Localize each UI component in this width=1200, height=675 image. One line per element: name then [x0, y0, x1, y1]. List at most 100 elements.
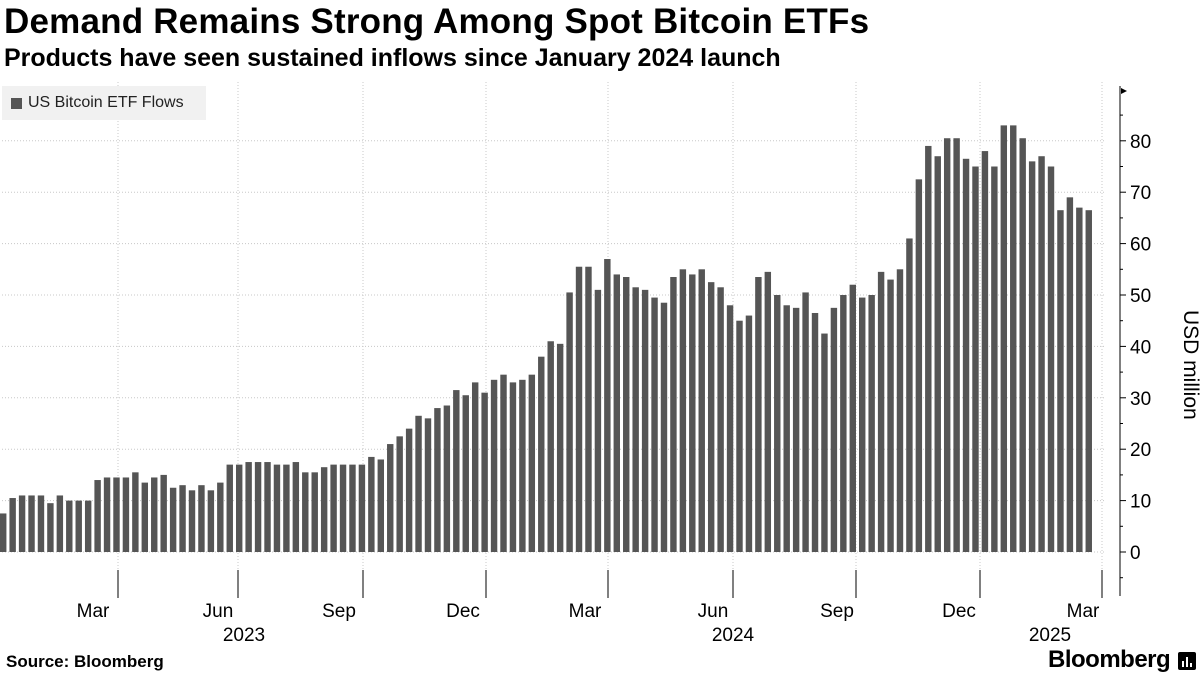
- bar: [490, 379, 498, 552]
- bar: [84, 500, 92, 552]
- bar: [821, 333, 828, 552]
- bar-series: [0, 125, 1092, 553]
- bar: [830, 307, 838, 552]
- bar: [471, 382, 479, 552]
- bar: [868, 295, 875, 552]
- bar: [1019, 138, 1026, 553]
- bar: [368, 456, 375, 552]
- bar: [925, 145, 932, 552]
- bar: [934, 156, 941, 552]
- source-note: Source: Bloomberg: [6, 652, 164, 671]
- x-tick-label: Sep: [820, 601, 854, 622]
- bar: [179, 485, 186, 552]
- bar: [717, 287, 724, 552]
- bar: [37, 495, 45, 552]
- x-tick-label: Dec: [942, 601, 976, 622]
- bar: [991, 166, 998, 552]
- bar: [623, 277, 630, 552]
- axes: [117, 86, 1127, 598]
- bar: [877, 271, 885, 552]
- x-tick-label: Jun: [203, 601, 234, 622]
- bar: [424, 418, 432, 552]
- bar: [547, 341, 554, 552]
- bar: [887, 279, 894, 552]
- bar: [339, 464, 347, 552]
- bar: [566, 292, 573, 552]
- x-tick-label: Sep: [322, 601, 356, 622]
- bloomberg-terminal-icon: [1178, 652, 1196, 670]
- bar: [943, 138, 951, 553]
- y-tick-label: 40: [1130, 337, 1151, 358]
- bar: [320, 467, 328, 552]
- bar: [972, 166, 979, 552]
- bar: [962, 158, 970, 553]
- y-tick-label: 10: [1130, 492, 1151, 513]
- bar: [1010, 125, 1017, 552]
- x-year-label: 2023: [223, 625, 265, 646]
- bar: [330, 464, 337, 552]
- bar: [160, 474, 167, 552]
- bar: [641, 289, 649, 552]
- bar: [311, 472, 318, 552]
- x-year-label: 2025: [1029, 625, 1071, 646]
- bar: [1028, 161, 1036, 553]
- bar: [66, 500, 73, 552]
- bar: [169, 487, 177, 552]
- bar: [774, 295, 781, 552]
- bar: [500, 374, 507, 552]
- bar: [632, 287, 639, 552]
- bar: [358, 464, 366, 552]
- y-axis-label: USD million: [1179, 310, 1200, 420]
- bar: [462, 395, 469, 552]
- bar: [198, 485, 205, 552]
- bar: [349, 464, 356, 552]
- bar: [519, 379, 526, 552]
- chart-subtitle: Products have seen sustained inflows sin…: [4, 44, 781, 72]
- bar: [679, 269, 687, 552]
- x-tick-label: Mar: [569, 601, 602, 622]
- bar: [283, 464, 290, 552]
- legend-label: US Bitcoin ETF Flows: [28, 94, 184, 111]
- bar: [915, 179, 923, 552]
- bar: [481, 392, 488, 552]
- bar: [953, 138, 960, 553]
- bar: [151, 477, 158, 552]
- bar: [538, 356, 545, 552]
- bar: [217, 482, 224, 552]
- legend-swatch: [11, 97, 22, 109]
- x-year-label: 2024: [712, 625, 755, 646]
- bar: [396, 436, 403, 552]
- bar: [47, 503, 54, 552]
- bar: [755, 277, 762, 552]
- bar: [207, 490, 215, 552]
- bar: [1038, 156, 1045, 552]
- bar: [802, 292, 809, 552]
- bar: [0, 513, 7, 552]
- x-tick-label: Dec: [446, 601, 480, 622]
- x-tick-label: Mar: [1067, 601, 1100, 622]
- bar: [651, 297, 658, 552]
- bar: [660, 302, 668, 552]
- bar: [1057, 210, 1064, 552]
- bar: [292, 462, 300, 552]
- bar: [585, 266, 592, 552]
- bar: [840, 295, 847, 552]
- bar: [509, 382, 517, 552]
- bar: [453, 390, 460, 552]
- bar: [670, 277, 677, 552]
- bar: [132, 472, 139, 552]
- legend: US Bitcoin ETF Flows: [2, 86, 206, 120]
- bar: [94, 480, 101, 552]
- bar: [1047, 166, 1055, 552]
- bar: [254, 462, 262, 552]
- bar: [528, 374, 536, 552]
- y-tick-label: 60: [1130, 235, 1151, 256]
- bar: [18, 495, 26, 552]
- bar: [783, 305, 790, 552]
- y-tick-label: 80: [1130, 132, 1151, 153]
- bar: [103, 477, 111, 552]
- brand-logo: Bloomberg: [1048, 646, 1171, 673]
- bar: [736, 320, 743, 552]
- bar: [575, 266, 583, 552]
